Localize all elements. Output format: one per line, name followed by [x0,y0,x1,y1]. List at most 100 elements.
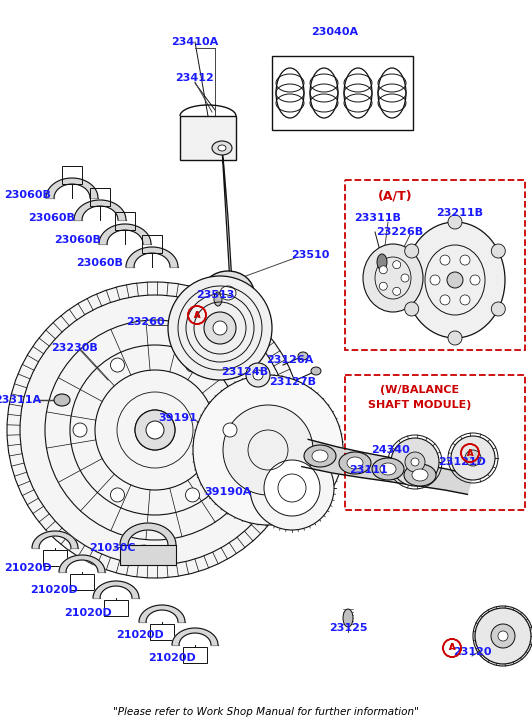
Text: 23412: 23412 [176,73,214,83]
Text: 23410A: 23410A [171,37,219,47]
Circle shape [379,282,387,290]
Bar [272,56,413,130]
Ellipse shape [372,458,404,480]
Text: A: A [194,310,200,319]
Circle shape [430,275,440,285]
Polygon shape [46,178,98,198]
Text: 23121D: 23121D [438,457,486,467]
Ellipse shape [312,450,328,462]
Circle shape [223,405,313,495]
Bar [183,647,207,663]
Circle shape [146,421,164,439]
Ellipse shape [212,319,220,327]
Bar [345,180,525,350]
Text: 23126A: 23126A [267,355,314,365]
Text: 21020D: 21020D [116,630,164,640]
Circle shape [451,436,495,480]
Circle shape [447,272,463,288]
Ellipse shape [311,367,321,375]
Ellipse shape [214,292,222,306]
Circle shape [186,488,200,502]
Circle shape [401,274,409,282]
Circle shape [135,410,175,450]
Text: A: A [449,643,455,653]
Ellipse shape [405,244,419,258]
Ellipse shape [298,352,308,360]
Text: 23260: 23260 [126,317,164,327]
Text: 24340: 24340 [371,445,410,455]
Circle shape [391,438,439,486]
Circle shape [168,276,272,380]
Ellipse shape [218,145,226,151]
Circle shape [379,266,387,274]
Text: 23125: 23125 [329,623,367,633]
Ellipse shape [405,302,419,316]
Circle shape [491,624,515,648]
Circle shape [250,446,334,530]
Ellipse shape [377,254,387,270]
Polygon shape [74,200,126,220]
Polygon shape [59,555,105,572]
Circle shape [246,363,270,387]
Ellipse shape [343,609,353,627]
Polygon shape [126,247,178,267]
Ellipse shape [304,445,336,467]
Polygon shape [139,605,185,622]
Text: 23124B: 23124B [221,367,269,377]
Text: 23510: 23510 [291,250,329,260]
Circle shape [411,458,419,466]
Text: 23111: 23111 [348,465,387,475]
Text: 23120: 23120 [453,647,491,657]
Circle shape [460,255,470,265]
Circle shape [393,261,401,269]
Text: A: A [467,449,473,457]
Bar [43,550,67,566]
Text: 23060B: 23060B [29,213,76,223]
Circle shape [193,375,343,525]
Text: 23060B: 23060B [5,190,52,200]
Text: A: A [194,310,200,319]
Circle shape [7,282,303,578]
Circle shape [111,358,124,372]
Text: 23513: 23513 [196,290,234,300]
Ellipse shape [404,464,436,486]
Circle shape [393,287,401,295]
Circle shape [186,358,200,372]
Bar [180,116,236,160]
Circle shape [440,255,450,265]
Circle shape [475,608,531,664]
Circle shape [470,275,480,285]
Text: 21020D: 21020D [148,653,196,663]
Polygon shape [222,148,232,283]
Ellipse shape [448,215,462,229]
Bar [150,624,174,640]
Text: 23311B: 23311B [354,213,402,223]
Bar [90,188,110,206]
Circle shape [204,312,236,344]
Circle shape [460,295,470,305]
Ellipse shape [202,271,254,315]
Ellipse shape [491,302,505,316]
Circle shape [440,295,450,305]
Polygon shape [93,581,139,598]
Circle shape [111,488,124,502]
Bar [104,600,128,616]
Text: 39191: 39191 [159,413,197,423]
Polygon shape [302,439,472,494]
Text: 39190A: 39190A [204,487,252,497]
Text: 23040A: 23040A [311,27,359,37]
Circle shape [213,321,227,335]
Text: (A/T): (A/T) [378,190,412,203]
Bar [70,574,94,590]
Circle shape [405,452,425,472]
Ellipse shape [212,141,232,155]
Ellipse shape [210,278,246,308]
Ellipse shape [347,457,363,469]
Circle shape [73,423,87,437]
Ellipse shape [339,452,371,474]
Bar [115,212,135,230]
Text: 21030C: 21030C [89,543,135,553]
Polygon shape [99,224,151,244]
Text: 23311A: 23311A [0,395,41,405]
Text: 23060B: 23060B [55,235,102,245]
